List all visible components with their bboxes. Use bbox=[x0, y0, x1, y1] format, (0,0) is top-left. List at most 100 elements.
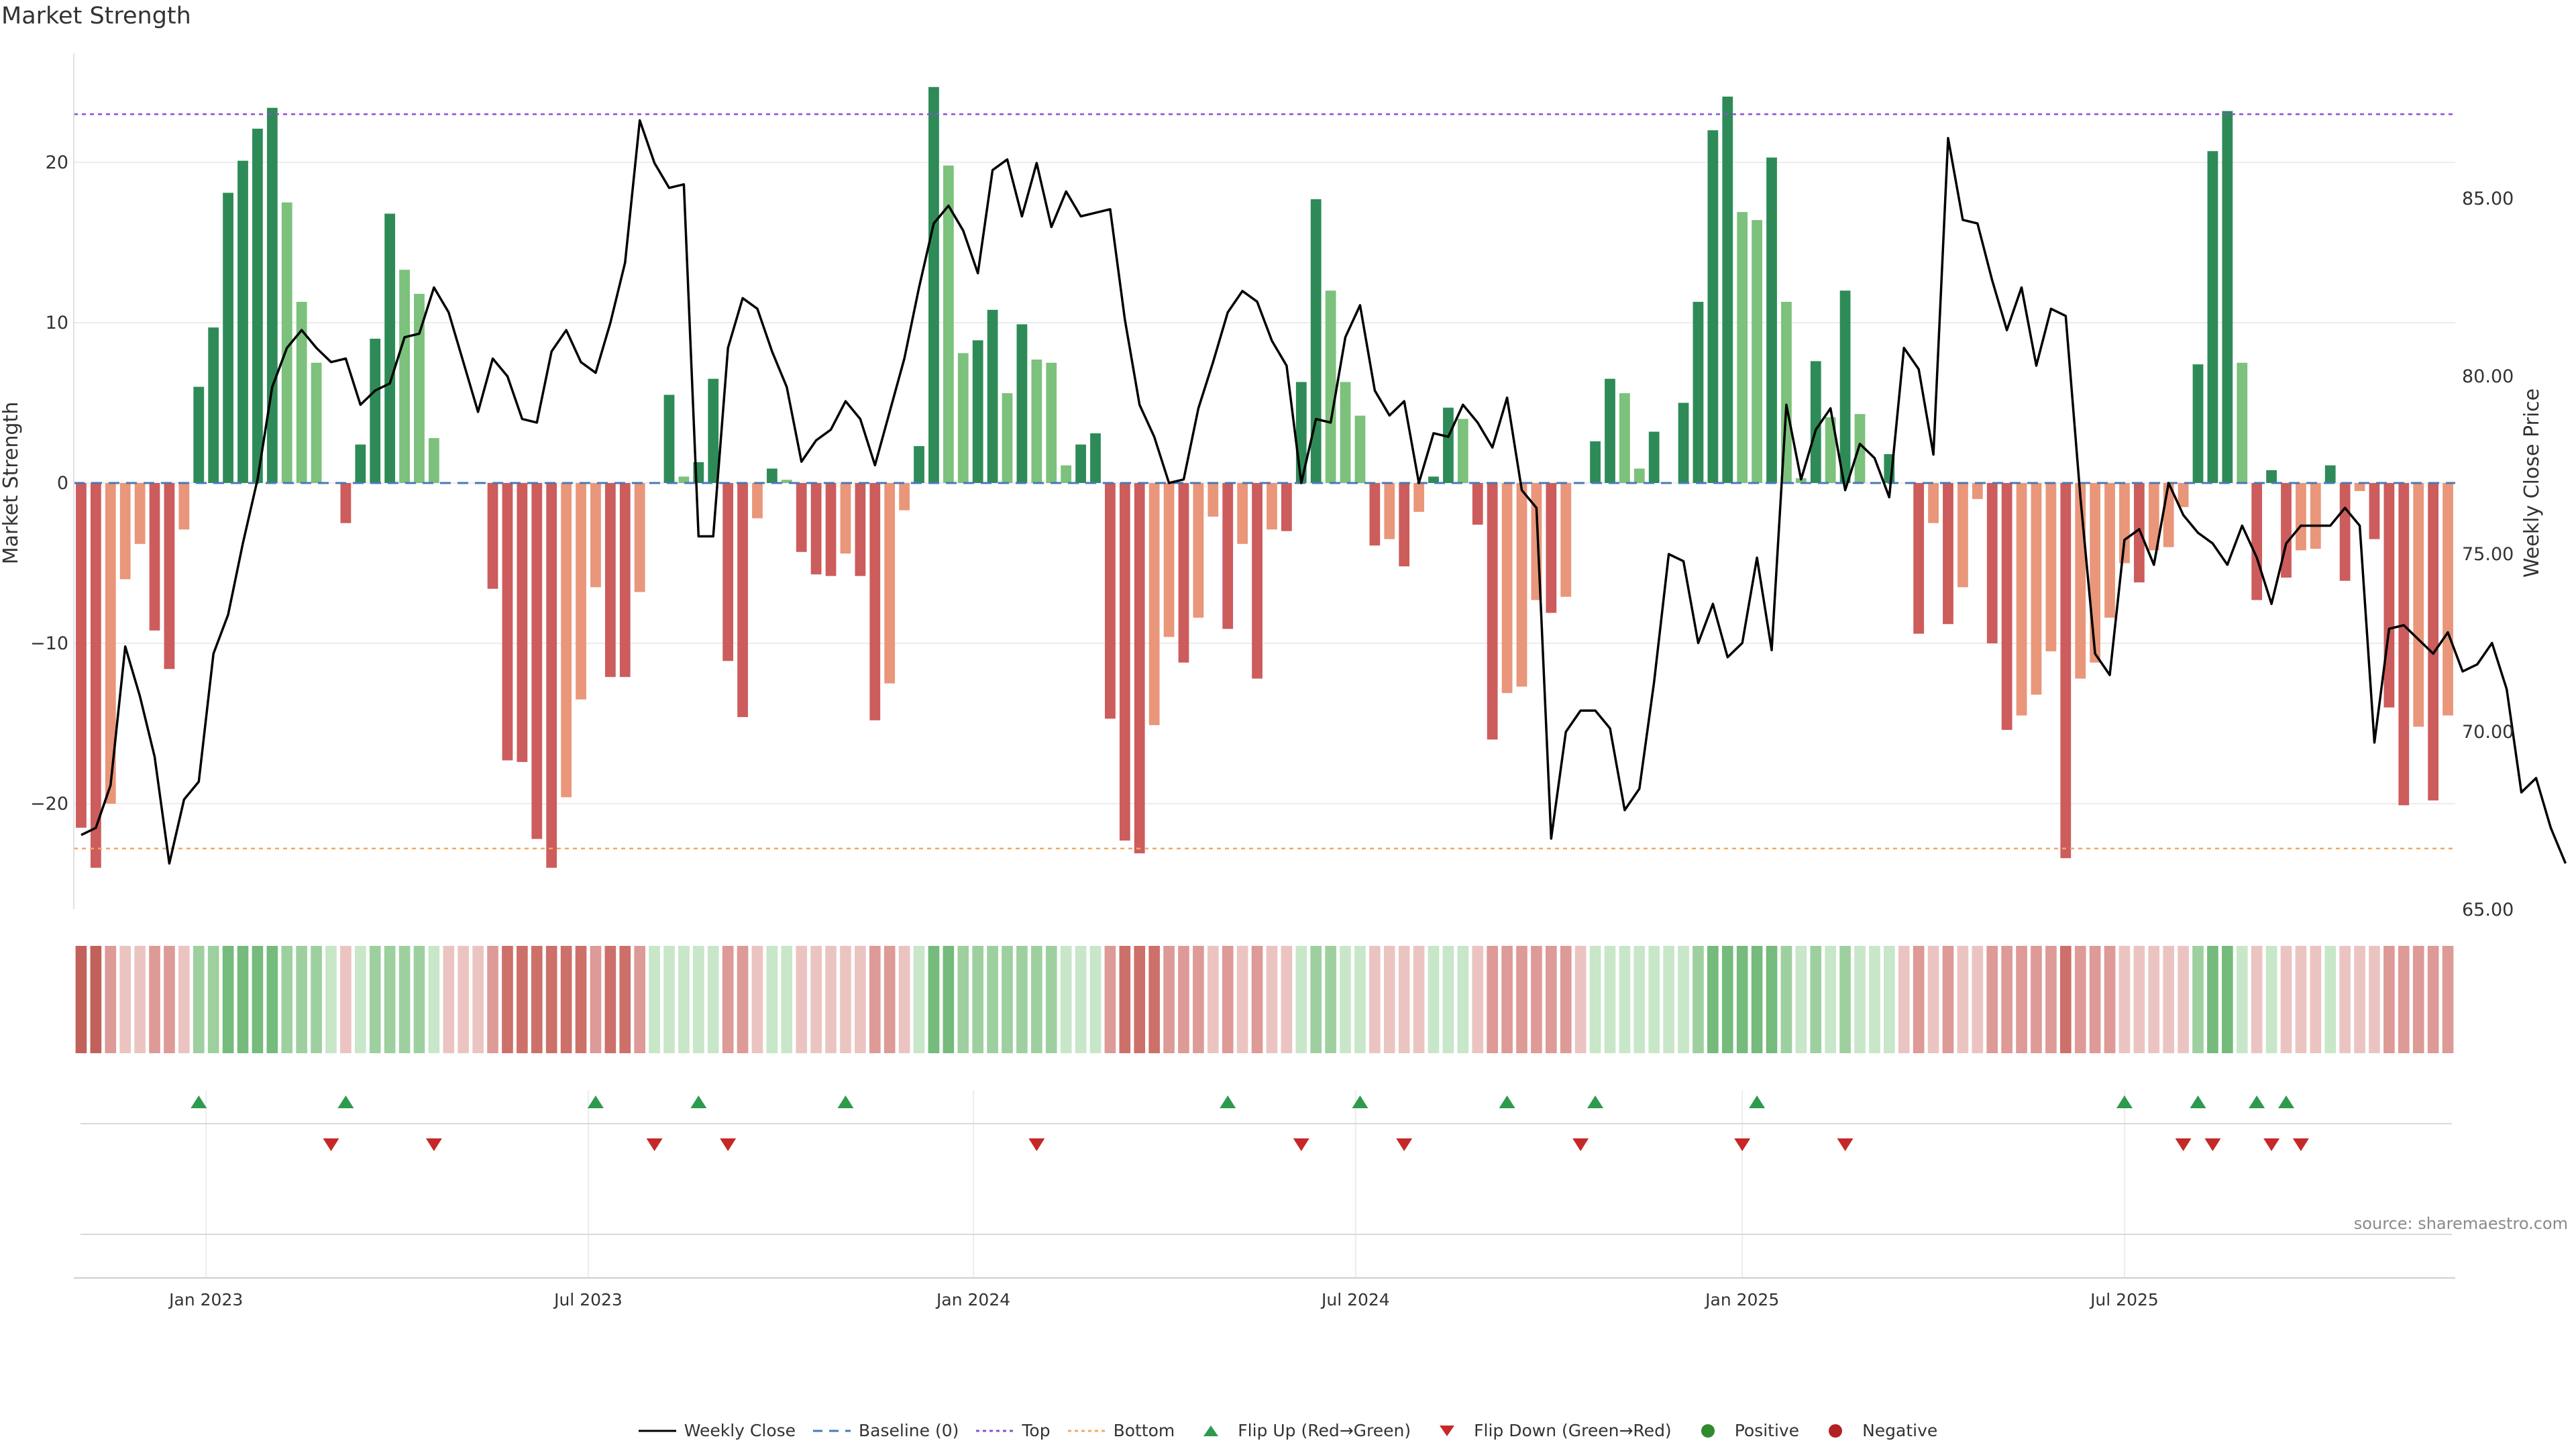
heat-cell bbox=[2295, 946, 2307, 1053]
strength-bar bbox=[1325, 290, 1336, 483]
heat-cell bbox=[663, 946, 675, 1053]
strength-bar bbox=[164, 483, 175, 669]
strength-bar bbox=[2119, 483, 2130, 564]
strength-bar bbox=[178, 483, 190, 530]
legend-label: Flip Up (Red→Green) bbox=[1238, 1421, 1411, 1440]
strength-bar bbox=[1002, 393, 1013, 483]
strength-bar bbox=[1913, 483, 1925, 634]
x-tick-label: Jan 2023 bbox=[168, 1290, 243, 1309]
strength-bar bbox=[737, 483, 748, 717]
heat-cell bbox=[1428, 946, 1440, 1053]
strength-bar bbox=[76, 483, 87, 828]
heat-cell bbox=[634, 946, 645, 1053]
heat-cell bbox=[2412, 946, 2424, 1053]
strength-bar bbox=[796, 483, 807, 552]
strength-bar bbox=[1222, 483, 1234, 629]
heat-cell bbox=[1795, 946, 1807, 1053]
strength-bar bbox=[1281, 483, 1292, 531]
heat-cell bbox=[428, 946, 440, 1053]
strength-bar bbox=[1075, 444, 1086, 483]
flip-down-marker bbox=[1028, 1138, 1045, 1151]
heat-cell bbox=[1884, 946, 1895, 1053]
heat-cell bbox=[1413, 946, 1425, 1053]
strength-bar bbox=[2324, 465, 2336, 483]
heat-cell bbox=[1707, 946, 1719, 1053]
strength-bar bbox=[708, 378, 719, 483]
strength-bar bbox=[855, 483, 866, 576]
heat-cell bbox=[2148, 946, 2160, 1053]
heat-cell bbox=[560, 946, 572, 1053]
heat-cell bbox=[943, 946, 955, 1053]
legend-item-baseline: Baseline (0) bbox=[813, 1421, 959, 1440]
heat-cell bbox=[1942, 946, 1954, 1053]
heat-cell bbox=[502, 946, 513, 1053]
flip-up-marker bbox=[690, 1095, 707, 1108]
heat-cell bbox=[354, 946, 366, 1053]
flip-down-marker bbox=[2204, 1138, 2221, 1151]
heat-cell bbox=[1751, 946, 1763, 1053]
strength-bar bbox=[370, 338, 381, 483]
heat-cell bbox=[1693, 946, 1704, 1053]
heat-cell bbox=[825, 946, 837, 1053]
y-left-tick-label: −10 bbox=[30, 633, 68, 654]
heat-cell bbox=[1295, 946, 1307, 1053]
heat-cell bbox=[2089, 946, 2101, 1053]
heat-cell bbox=[2104, 946, 2116, 1053]
strength-bar bbox=[1148, 483, 1160, 725]
strength-bar bbox=[252, 128, 263, 483]
heat-cell bbox=[2192, 946, 2204, 1053]
y-right-tick-label: 70.00 bbox=[2462, 722, 2514, 743]
heat-cell bbox=[1619, 946, 1631, 1053]
strength-bar bbox=[2413, 483, 2424, 727]
heat-cell bbox=[1398, 946, 1410, 1053]
source-note: source: sharemaestro.com bbox=[2353, 1214, 2568, 1233]
flip-down-marker bbox=[1734, 1138, 1751, 1151]
heat-cell bbox=[869, 946, 881, 1053]
legend-label: Negative bbox=[1862, 1421, 1938, 1440]
strength-bar bbox=[1693, 301, 1704, 483]
heat-cell bbox=[1193, 946, 1204, 1053]
strength-bar bbox=[2060, 483, 2072, 859]
heat-cell bbox=[1766, 946, 1778, 1053]
y-left-tick-label: 20 bbox=[46, 152, 68, 173]
heat-cell bbox=[2207, 946, 2218, 1053]
flip-up-marker bbox=[337, 1095, 354, 1108]
heat-cell bbox=[1574, 946, 1587, 1053]
strength-bar bbox=[957, 353, 969, 483]
heat-cell bbox=[928, 946, 940, 1053]
heat-cell bbox=[384, 946, 396, 1053]
strength-bar bbox=[1061, 465, 1072, 483]
strength-bar bbox=[266, 107, 278, 484]
heat-cell bbox=[369, 946, 381, 1053]
heat-cell bbox=[898, 946, 910, 1053]
strength-bar bbox=[2354, 483, 2365, 491]
heat-cell bbox=[311, 946, 322, 1053]
strength-bar bbox=[1267, 483, 1277, 530]
strength-bar bbox=[1928, 483, 1939, 523]
heat-cell bbox=[1354, 946, 1366, 1053]
strength-bar bbox=[1178, 483, 1189, 663]
strength-bars bbox=[76, 87, 2453, 868]
x-tick-label: Jan 2025 bbox=[1704, 1290, 1779, 1309]
negative-legend-icon bbox=[1829, 1424, 1843, 1438]
strength-bar bbox=[399, 270, 410, 483]
flip-down-marker bbox=[1837, 1138, 1854, 1151]
strength-bar bbox=[1648, 431, 1660, 483]
strength-bar bbox=[2001, 483, 2012, 731]
strength-bar bbox=[149, 483, 160, 631]
heat-cell bbox=[1383, 946, 1395, 1053]
strength-bar bbox=[1619, 393, 1630, 483]
flip-up-marker bbox=[1587, 1095, 1604, 1108]
heat-cell bbox=[1869, 946, 1880, 1053]
strength-bar bbox=[2443, 483, 2453, 716]
heat-cell bbox=[1119, 946, 1131, 1053]
heat-cell bbox=[1589, 946, 1601, 1053]
flip-down-legend-icon bbox=[1440, 1425, 1455, 1436]
strength-bar bbox=[1590, 441, 1601, 483]
strength-bar bbox=[2237, 362, 2248, 483]
strength-bar bbox=[1354, 415, 1366, 483]
strength-bar bbox=[2310, 483, 2321, 549]
heat-cell bbox=[1148, 946, 1160, 1053]
heat-cell bbox=[1075, 946, 1087, 1053]
strength-bar bbox=[237, 160, 248, 484]
